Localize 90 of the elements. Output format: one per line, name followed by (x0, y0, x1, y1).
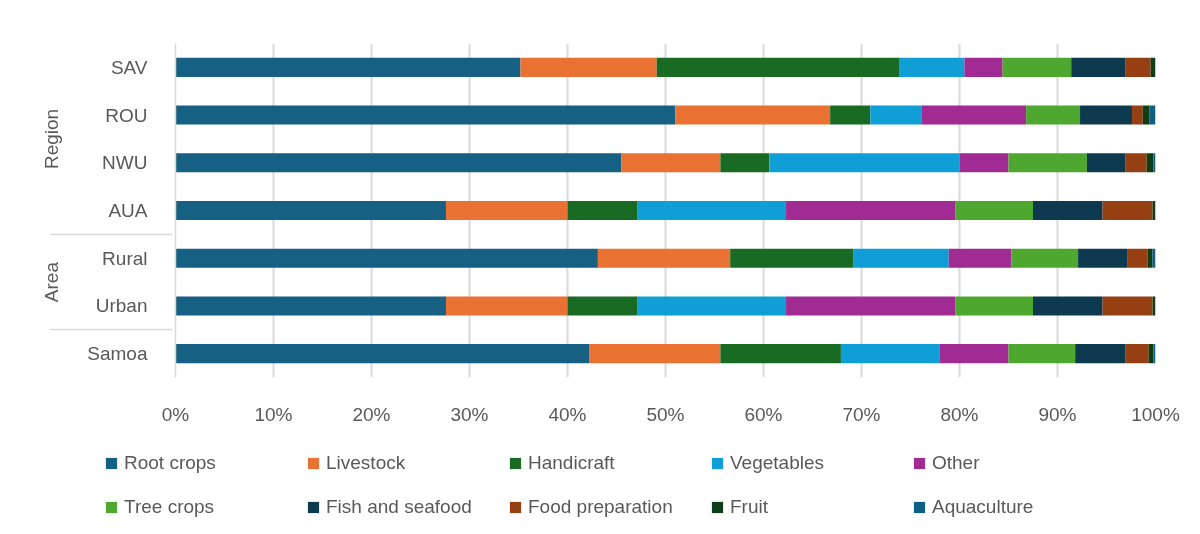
bar (955, 200, 1033, 221)
y-tick-label: Rural (102, 247, 148, 269)
bar (1086, 153, 1126, 173)
bar (675, 105, 831, 125)
bar (769, 153, 960, 173)
bar (840, 344, 940, 364)
bar (899, 57, 965, 77)
bar (567, 200, 638, 221)
bar (1147, 248, 1153, 268)
bar (964, 57, 1003, 77)
bar (786, 200, 956, 221)
x-tick-label: 40% (548, 403, 587, 425)
bar (175, 200, 446, 221)
y-tick-label: SAV (110, 56, 148, 78)
bar (1127, 248, 1148, 268)
bar (1125, 57, 1151, 77)
bar (959, 153, 1009, 173)
legend-label: Handicraft (528, 452, 616, 474)
y-tick-label: Samoa (87, 343, 148, 365)
bar (1033, 296, 1103, 316)
legend-label: Aquaculture (932, 496, 1035, 518)
bar (597, 248, 731, 268)
bar (1102, 200, 1153, 221)
bar (1125, 153, 1147, 173)
bar (870, 105, 922, 125)
x-tick-label: 20% (352, 403, 391, 425)
bar (786, 296, 956, 316)
bar (637, 296, 787, 316)
legend-label: Root crops (124, 452, 217, 474)
bar (939, 344, 1009, 364)
bar (589, 344, 721, 364)
bar (175, 153, 622, 173)
legend-label: Other (932, 452, 981, 474)
x-tick-label: 80% (940, 403, 979, 425)
text: Region (41, 108, 63, 170)
bar (621, 153, 721, 173)
bar (567, 296, 638, 316)
bar (1002, 57, 1072, 77)
y-tick-label: AUA (108, 200, 148, 221)
bar (1011, 248, 1079, 268)
x-tick-label: 70% (842, 403, 881, 425)
bar (1008, 153, 1087, 173)
bar (720, 153, 770, 173)
y-tick-label: Urban (95, 295, 148, 317)
bar (921, 105, 1027, 125)
bar (1078, 248, 1128, 268)
legend-label: Food preparation (528, 496, 674, 518)
x-tick-label: 30% (450, 403, 489, 425)
legend-label: Vegetables (730, 452, 826, 474)
legend-label: Livestock (326, 452, 407, 474)
bar (853, 248, 949, 268)
bar (656, 57, 900, 77)
x-tick-label: 50% (646, 403, 685, 425)
y-tick-label: ROU (105, 104, 148, 126)
legend-label: Fish and seafood (326, 496, 473, 518)
bar (1008, 344, 1076, 364)
bar (955, 296, 1033, 316)
bar (445, 296, 568, 316)
bar (1131, 105, 1143, 125)
x-tick-label: 90% (1038, 403, 1077, 425)
bar (830, 105, 871, 125)
bar (1102, 296, 1153, 316)
bar (1148, 344, 1154, 364)
bar (1071, 57, 1126, 77)
bar (1080, 105, 1132, 125)
bar (1142, 105, 1150, 125)
bar (1075, 344, 1126, 364)
bar (175, 105, 676, 125)
legend-label: Fruit (730, 496, 769, 518)
bar (730, 248, 854, 268)
x-tick-label: 0% (161, 403, 190, 425)
y-tick-label: NWU (102, 152, 148, 174)
bar (1033, 200, 1103, 221)
text: Area (41, 261, 63, 303)
x-tick-label: 60% (744, 403, 783, 425)
bar (175, 248, 598, 268)
x-tick-label: 100% (1131, 403, 1180, 425)
bar (175, 344, 590, 364)
bar (175, 57, 521, 77)
bar (1125, 344, 1149, 364)
bar (175, 296, 446, 316)
x-tick-label: 10% (254, 403, 293, 425)
bar (720, 344, 841, 364)
bar (1146, 153, 1154, 173)
bar (948, 248, 1012, 268)
bar (1026, 105, 1081, 125)
bar (520, 57, 657, 77)
bar (637, 200, 787, 221)
legend-label: Tree crops (124, 496, 216, 518)
bar (445, 200, 568, 221)
